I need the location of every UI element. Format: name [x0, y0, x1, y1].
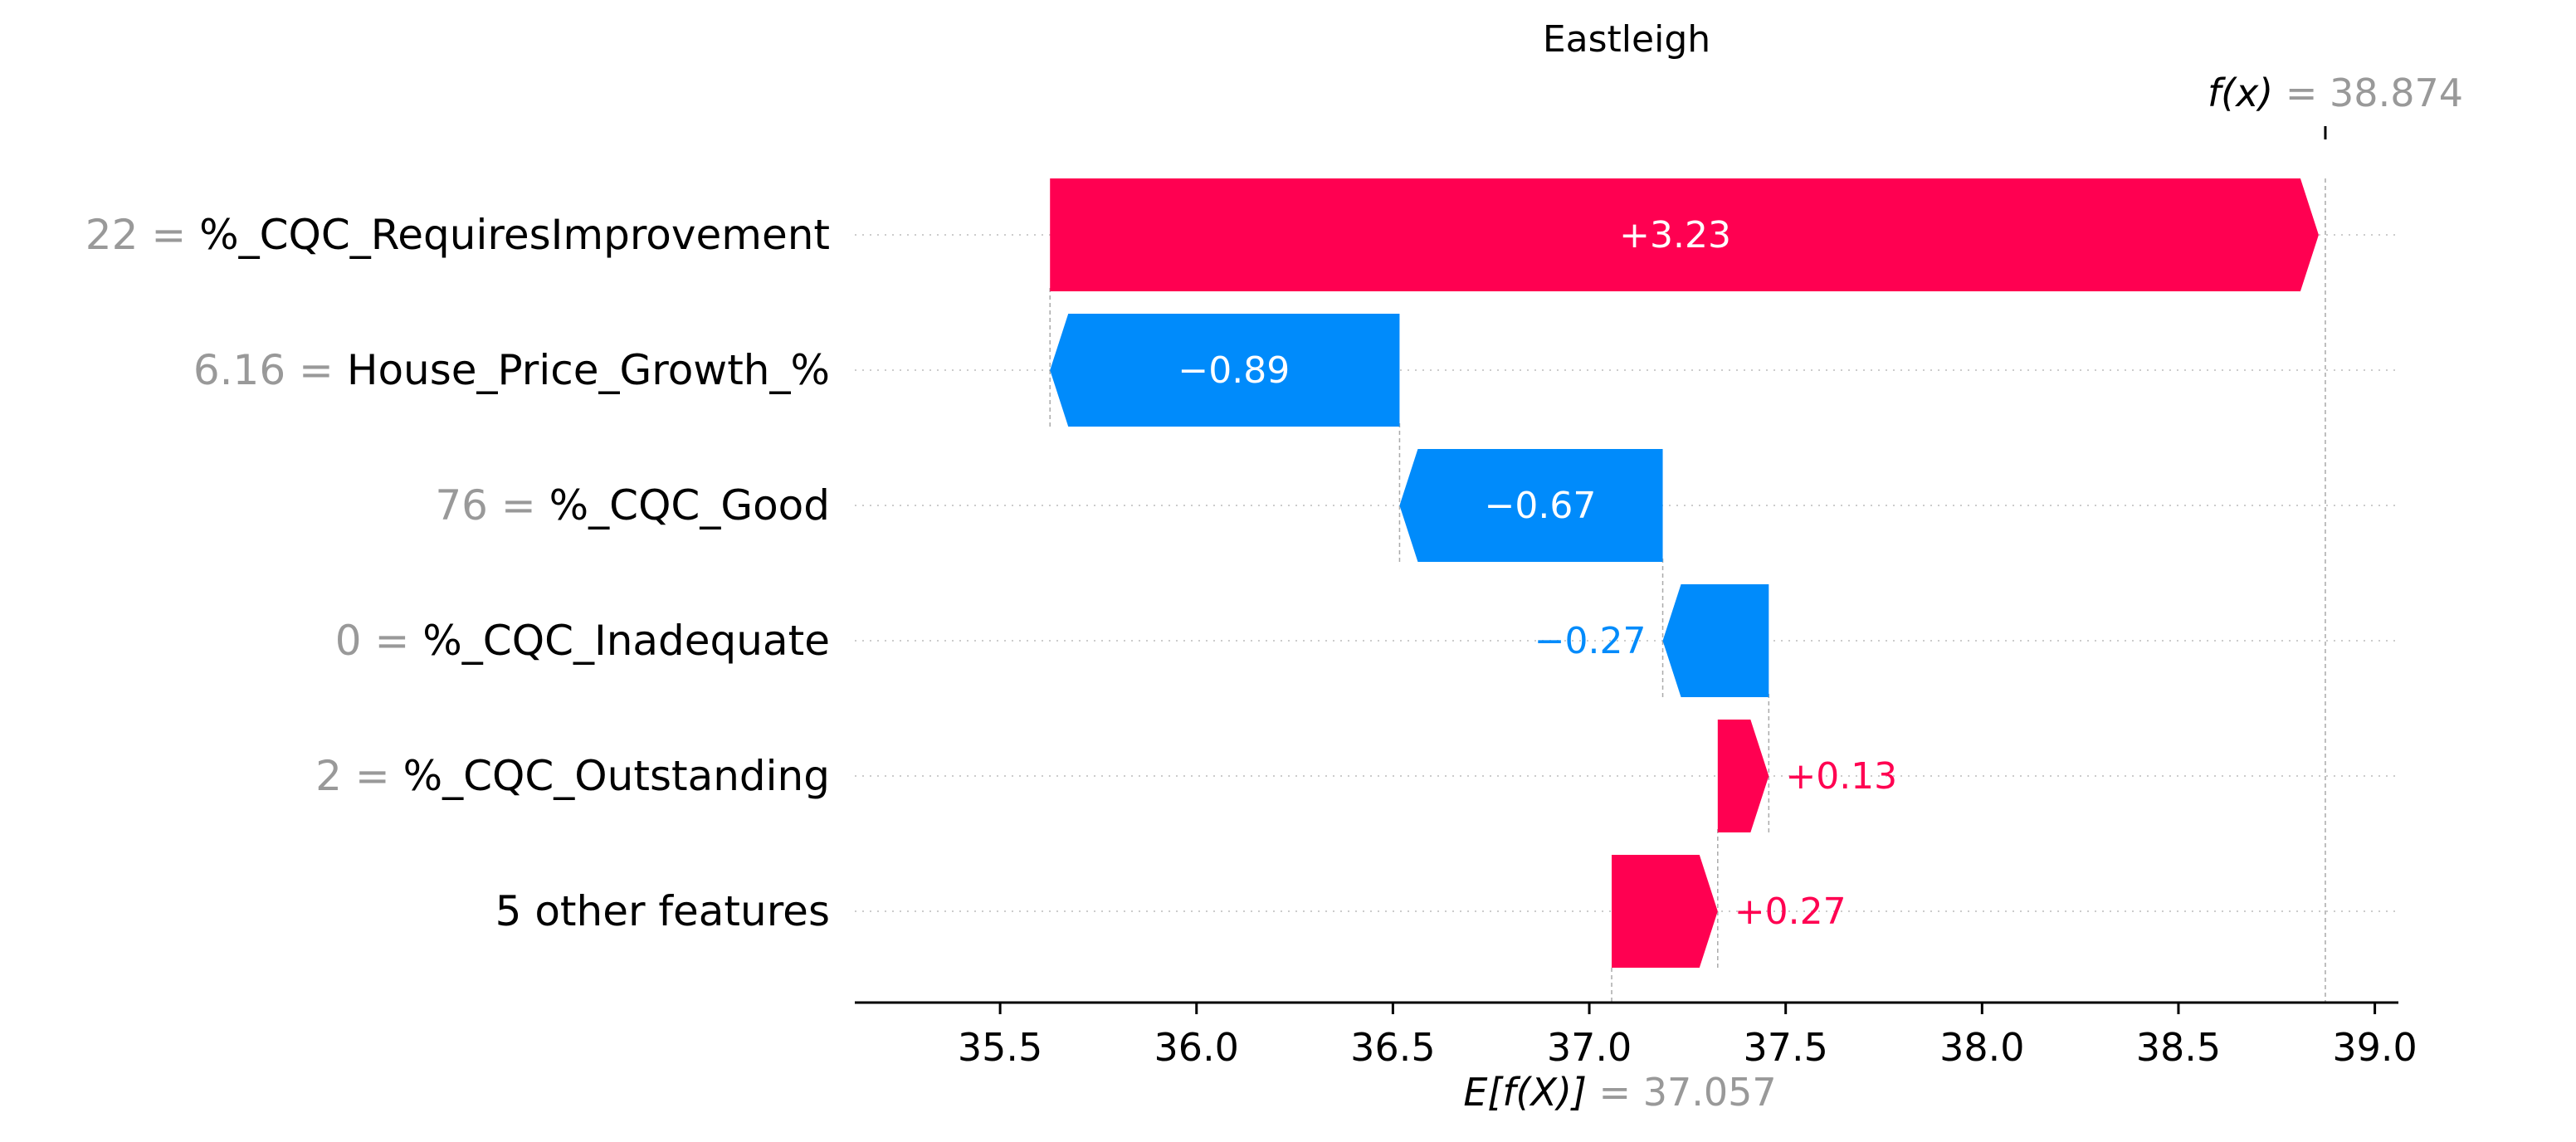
bar-6 [1612, 855, 1718, 968]
fx-label: f(x) = 38.874 [2208, 71, 2463, 115]
feature-name: %_CQC_RequiresImprovement [199, 211, 830, 259]
feature-labels: 22 = %_CQC_RequiresImprovement 6.16 = Hou… [85, 211, 830, 935]
feature-value: 2 = [315, 752, 403, 800]
bar-label: +3.23 [1619, 214, 1731, 256]
feature-value: 6.16 = [193, 346, 347, 394]
bar-5 [1717, 720, 1769, 832]
efx-symbol: E[f(X)] [1463, 1070, 1598, 1115]
bars [1050, 178, 2319, 968]
x-tick-label: 38.5 [2136, 1025, 2221, 1070]
bar-3 [1399, 449, 1663, 562]
feature-label: 6.16 = House_Price_Growth_% [193, 346, 830, 394]
x-tick-label: 39.0 [2332, 1025, 2417, 1070]
feature-label: 2 = %_CQC_Outstanding [315, 752, 830, 800]
fx-symbol: f(x) [2208, 71, 2286, 115]
bar-label: −0.89 [1178, 349, 1290, 392]
feature-name: 5 other features [495, 887, 830, 935]
x-tick-label: 36.5 [1350, 1025, 1435, 1070]
x-tick-label: 38.0 [1939, 1025, 2024, 1070]
bar-2 [1050, 314, 1400, 427]
chart-title: Eastleigh [1543, 18, 1710, 61]
feature-name: House_Price_Growth_% [347, 346, 830, 394]
bar-label: −0.27 [1534, 620, 1647, 662]
bar-label: +0.27 [1734, 891, 1847, 933]
feature-name: %_CQC_Inadequate [422, 617, 830, 665]
feature-name: %_CQC_Good [549, 481, 830, 530]
x-tick-label: 37.0 [1547, 1025, 1632, 1070]
feature-value: 0 = [335, 617, 423, 665]
bar-label: −0.67 [1485, 485, 1597, 527]
feature-label: 76 = %_CQC_Good [435, 481, 830, 530]
feature-label: 22 = %_CQC_RequiresImprovement [85, 211, 830, 259]
bar-4 [1662, 584, 1769, 697]
connector-lines [1049, 178, 2326, 1003]
feature-value: 22 = [85, 211, 199, 259]
bar-labels: +3.23 −0.89 −0.67 −0.27 +0.13 +0.27 [1178, 214, 1897, 933]
bar-1 [1050, 178, 2319, 291]
x-tick-label: 35.5 [958, 1025, 1042, 1070]
fx-value: = 38.874 [2286, 71, 2463, 115]
bar-label: +0.13 [1785, 755, 1897, 798]
x-tick-label: 36.0 [1154, 1025, 1239, 1070]
feature-label: 5 other features [495, 887, 830, 935]
feature-name: %_CQC_Outstanding [403, 752, 830, 800]
feature-label: 0 = %_CQC_Inadequate [335, 617, 830, 665]
efx-value: = 37.057 [1599, 1070, 1777, 1115]
efx-label: E[f(X)] = 37.057 [1463, 1070, 1776, 1115]
x-axis: 35.5 36.0 36.5 37.0 37.5 38.0 38.5 39.0 [855, 1001, 2417, 1070]
x-tick-label: 37.5 [1743, 1025, 1827, 1070]
efx-annotation: E[f(X)] = 37.057 [1463, 1070, 1776, 1115]
feature-value: 76 = [435, 481, 549, 530]
fx-annotation: f(x) = 38.874 [2208, 71, 2463, 139]
